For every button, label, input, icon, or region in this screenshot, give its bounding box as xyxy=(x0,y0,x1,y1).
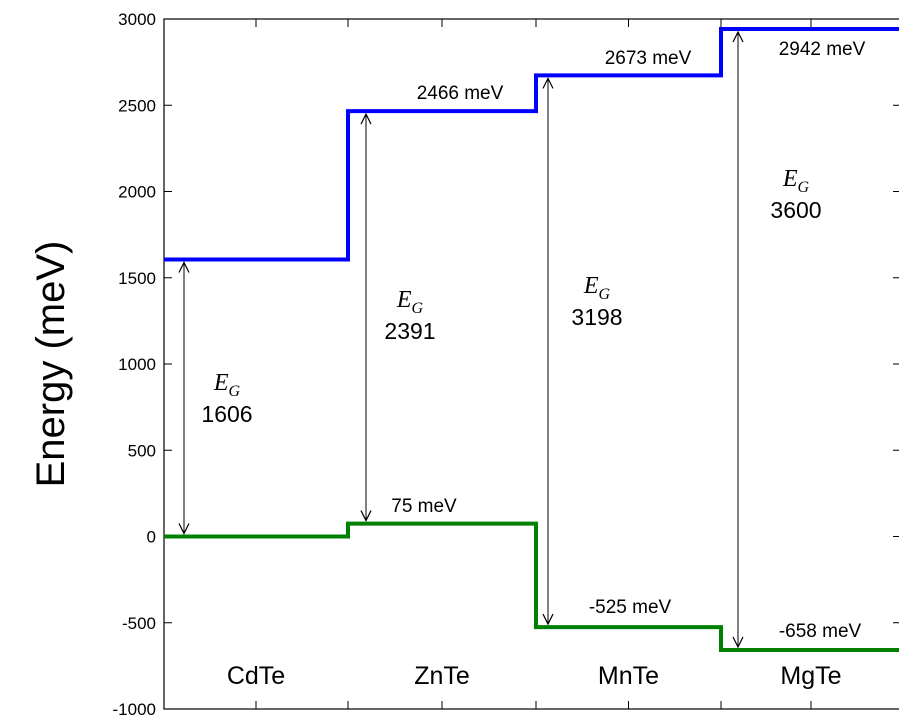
y-tick-label: 2500 xyxy=(118,96,156,115)
valence-band-line xyxy=(164,521,899,653)
y-tick-label: 3000 xyxy=(118,10,156,29)
gap-symbol: EG xyxy=(396,287,424,317)
category-label: MgTe xyxy=(780,662,841,690)
y-tick-label: 500 xyxy=(128,441,156,460)
gap-symbol: EG xyxy=(213,370,241,400)
y-tick-label: 2000 xyxy=(118,183,156,202)
conduction-value-label: 2942 meV xyxy=(779,39,866,60)
valence-value-label: -525 meV xyxy=(589,597,672,618)
y-tick-label: 1500 xyxy=(118,269,156,288)
gap-arrows xyxy=(184,32,738,647)
plot-frame xyxy=(163,18,899,710)
series-lines xyxy=(164,27,899,653)
conduction-band-line xyxy=(164,27,899,262)
axis-ticks: -1000 -500 0 500 1000 1500 2000 2500 3000 xyxy=(113,10,899,719)
gap-value: 3600 xyxy=(770,197,821,223)
y-tick-label: 0 xyxy=(147,528,156,547)
y-tick-label: -500 xyxy=(122,614,156,633)
category-label: CdTe xyxy=(227,662,285,690)
gap-value: 1606 xyxy=(201,401,252,427)
gap-symbol: EG xyxy=(782,166,810,196)
gap-value: 3198 xyxy=(571,304,622,330)
gap-symbol: EG xyxy=(583,273,611,303)
y-tick-label: -1000 xyxy=(113,700,156,719)
conduction-value-label: 2466 meV xyxy=(417,83,504,104)
y-axis-label: Energy (meV) xyxy=(29,241,73,488)
valence-value-label: -658 meV xyxy=(779,621,862,642)
chart-labels: CdTe ZnTe MnTe MgTeEG1606EG2391EG3198EG3600… xyxy=(201,39,865,690)
conduction-value-label: 2673 meV xyxy=(605,48,692,69)
valence-value-label: 75 meV xyxy=(391,496,457,517)
category-label: ZnTe xyxy=(414,662,470,690)
gap-value: 2391 xyxy=(384,318,435,344)
y-tick-label: 1000 xyxy=(118,355,156,374)
category-label: MnTe xyxy=(598,662,659,690)
